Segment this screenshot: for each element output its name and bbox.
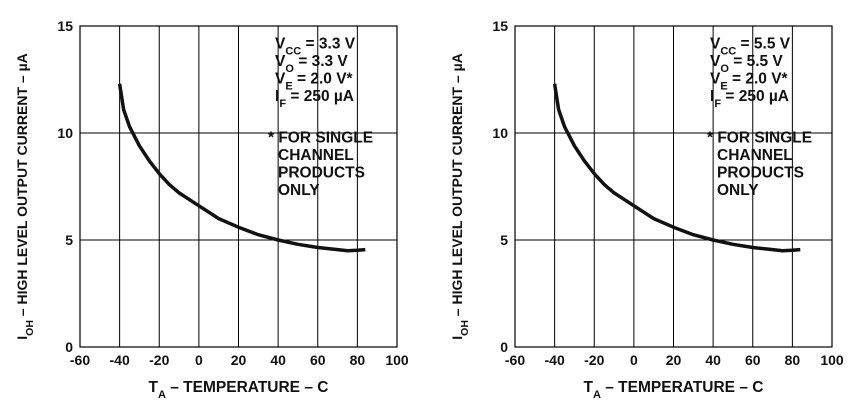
y-tick-label: 0 (500, 339, 508, 355)
y-tick-label: 10 (57, 125, 73, 141)
note-label: ONLY (717, 182, 759, 199)
x-tick-label: -40 (110, 352, 130, 368)
y-tick-label: 15 (57, 18, 73, 34)
condition-label: VE = 2.0 V* (710, 70, 789, 92)
condition-label: VCC = 3.3 V (275, 35, 356, 57)
x-tick-label: -20 (584, 352, 604, 368)
y-tick-label: 5 (500, 232, 508, 248)
x-tick-label: 100 (820, 352, 844, 368)
y-tick-label: 15 (492, 18, 508, 34)
x-axis-label: TA – TEMPERATURE – C (149, 379, 329, 401)
note-label: CHANNEL (278, 147, 354, 164)
series-line (117, 83, 366, 253)
y-tick-label: 5 (65, 232, 73, 248)
x-tick-label: 80 (785, 352, 801, 368)
note-label: PRODUCTS (278, 165, 365, 182)
x-tick-label: 0 (195, 352, 203, 368)
x-tick-label: -40 (545, 352, 565, 368)
x-tick-label: 20 (231, 352, 247, 368)
x-tick-label: 40 (705, 352, 721, 368)
x-tick-label: -20 (149, 352, 169, 368)
condition-label: IF = 250 µA (275, 88, 354, 110)
condition-label: VE = 2.0 V* (275, 70, 354, 92)
x-tick-label: 100 (385, 352, 409, 368)
x-axis-label: TA – TEMPERATURE – C (584, 379, 764, 401)
series-line (552, 83, 801, 253)
y-tick-label: 10 (492, 125, 508, 141)
condition-label: VO = 5.5 V (710, 53, 783, 75)
note-label: ONLY (278, 182, 320, 199)
condition-label: VCC = 5.5 V (710, 35, 791, 57)
note-label: * FOR SINGLE (707, 130, 812, 147)
x-tick-label: -60 (70, 352, 90, 368)
x-tick-label: 80 (350, 352, 366, 368)
x-tick-label: 60 (310, 352, 326, 368)
note-label: CHANNEL (717, 147, 793, 164)
x-tick-label: 0 (630, 352, 638, 368)
x-tick-label: 40 (270, 352, 286, 368)
condition-label: IF = 250 µA (710, 88, 789, 110)
x-tick-label: 20 (666, 352, 682, 368)
plot-frame (514, 25, 833, 348)
chart-panel-1: VCC = 3.3 VVO = 3.3 VVE = 2.0 V*IF = 250… (14, 18, 409, 401)
x-tick-label: -60 (505, 352, 525, 368)
y-tick-label: 0 (65, 339, 73, 355)
plot-frame (79, 25, 398, 348)
x-tick-label: 60 (745, 352, 761, 368)
y-axis-label: IOH – HIGH LEVEL OUTPUT CURRENT – µA (449, 53, 471, 339)
condition-label: VO = 3.3 V (275, 53, 348, 75)
y-axis-label: IOH – HIGH LEVEL OUTPUT CURRENT – µA (14, 53, 36, 339)
chart-panel-2: VCC = 5.5 VVO = 5.5 VVE = 2.0 V*IF = 250… (449, 18, 844, 401)
note-label: * FOR SINGLE (268, 130, 373, 147)
note-label: PRODUCTS (717, 165, 804, 182)
